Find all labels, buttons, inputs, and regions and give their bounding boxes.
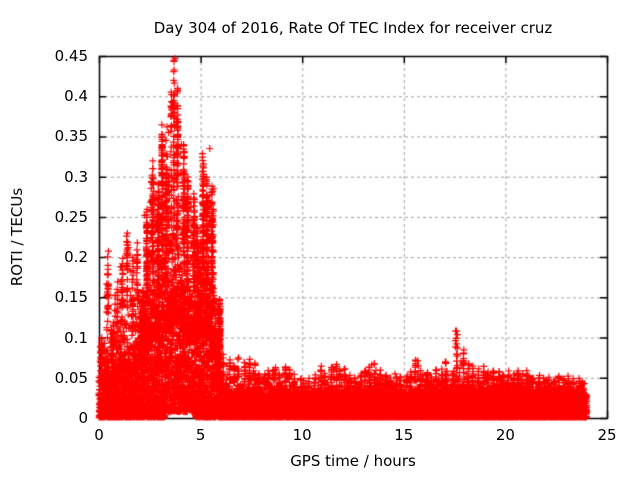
y-tick-label: 0.15 bbox=[54, 288, 88, 307]
y-tick-label: 0.1 bbox=[64, 328, 88, 347]
chart-title: Day 304 of 2016, Rate Of TEC Index for r… bbox=[153, 19, 553, 37]
x-tick-label: 25 bbox=[597, 426, 617, 444]
x-tick-label: 20 bbox=[495, 426, 515, 444]
x-axis-label: GPS time / hours bbox=[290, 452, 416, 470]
x-tick-label: 5 bbox=[195, 426, 206, 444]
x-tick-label: 15 bbox=[394, 426, 414, 444]
y-tick-label: 0.05 bbox=[54, 368, 88, 387]
y-tick-label: 0.2 bbox=[64, 248, 88, 267]
y-tick-label: 0 bbox=[78, 409, 88, 427]
y-tick-label: 0.4 bbox=[64, 87, 88, 106]
x-tick-label: 10 bbox=[292, 426, 312, 444]
y-axis-label: ROTI / TECUs bbox=[8, 187, 26, 287]
y-tick-label: 0.35 bbox=[54, 127, 88, 146]
y-tick-label: 0.3 bbox=[64, 167, 88, 186]
y-tick-label: 0.45 bbox=[54, 47, 88, 65]
x-tick-label: 0 bbox=[94, 426, 104, 444]
y-tick-label: 0.25 bbox=[54, 207, 88, 226]
